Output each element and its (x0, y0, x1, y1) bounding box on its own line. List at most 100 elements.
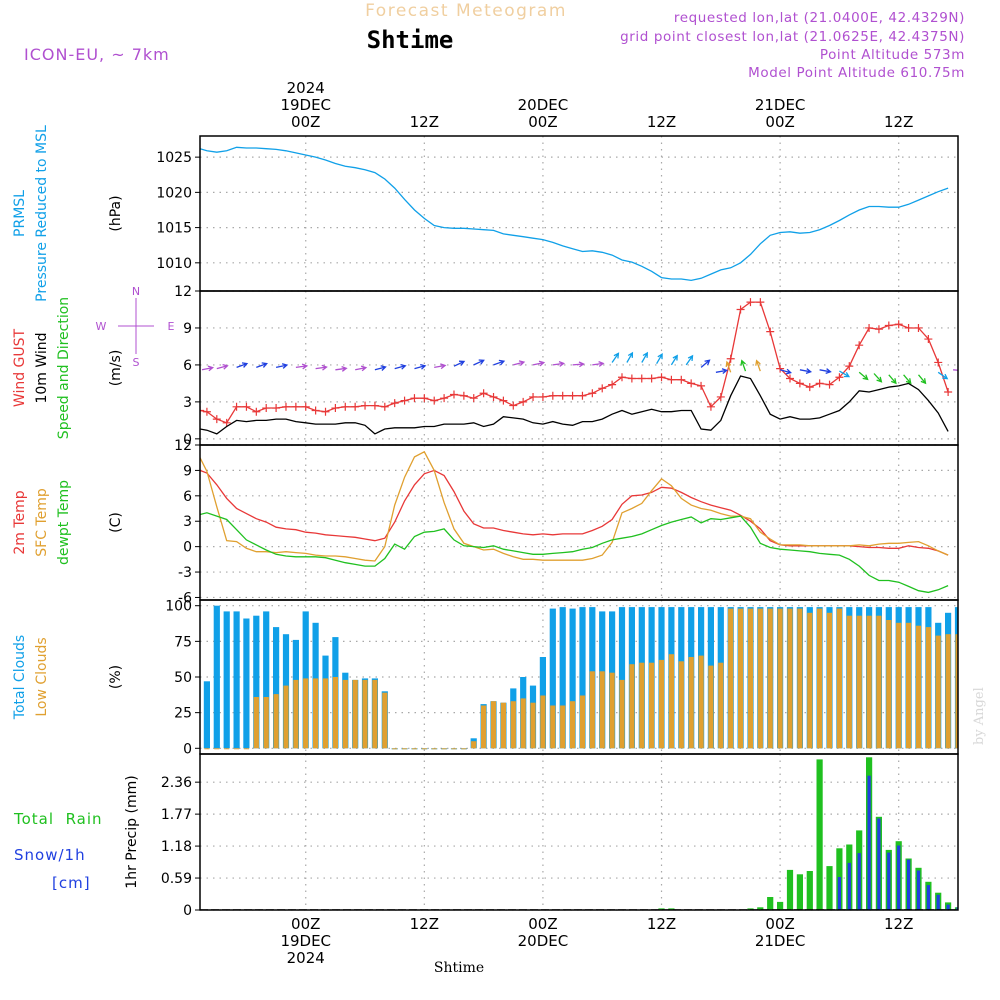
bar-low-clouds (856, 615, 862, 749)
wind-direction-arrow (779, 368, 792, 375)
bar-low-clouds (965, 637, 970, 748)
gust-marker (538, 392, 547, 401)
panel-title-precip-0: Total Rain (13, 810, 103, 828)
bar-low-clouds (846, 615, 852, 749)
bar-snow-1h (897, 845, 901, 910)
bar-snow-1h (976, 901, 979, 910)
y-axis-label-wind: (m/s) (108, 350, 124, 387)
wind-direction-arrow (918, 374, 927, 385)
bar-low-clouds (629, 664, 635, 749)
gust-marker (934, 358, 943, 367)
series-line-sfc-temp (200, 450, 949, 562)
gust-marker (519, 397, 528, 406)
bar-snow-1h (966, 900, 969, 910)
y-tick-label: -3 (178, 565, 192, 581)
product-title: Forecast Meteogram (365, 1, 567, 21)
bar-low-clouds (579, 695, 586, 749)
watermark: by Angel (972, 687, 987, 745)
gust-marker (884, 321, 893, 330)
gust-marker (200, 406, 204, 415)
panel-title-temperature-2: dewpt Temp (56, 480, 72, 565)
gust-marker (291, 402, 300, 411)
gust-marker (687, 379, 696, 388)
gust-marker (944, 388, 953, 397)
gust-marker (440, 394, 449, 403)
gust-marker (430, 396, 439, 405)
wind-direction-arrow (513, 360, 526, 366)
wind-direction-arrow (201, 365, 215, 372)
top-time-label: 20DEC (518, 96, 569, 114)
panel-title-clouds-0: Total Clouds (12, 635, 28, 720)
wind-direction-arrow (903, 374, 912, 385)
panel-title-wind-2: Speed and Direction (56, 297, 72, 439)
gust-marker (479, 389, 488, 398)
bar-low-clouds (273, 694, 279, 749)
bottom-time-label: 12Z (884, 915, 913, 933)
bar-low-clouds (915, 625, 922, 749)
gust-marker (914, 323, 923, 332)
y-axis-label-precip: 1hr Precip (mm) (124, 775, 140, 888)
bar-total-rain (826, 866, 833, 910)
series-line-wind-gust (200, 301, 949, 424)
bar-low-clouds (322, 678, 329, 749)
bar-snow-1h (946, 904, 950, 910)
y-tick-label: -6 (178, 590, 192, 606)
top-time-label: 12Z (884, 113, 913, 131)
wind-direction-arrow (755, 359, 761, 372)
bar-total-clouds (213, 605, 220, 749)
panel-title-temperature-0: 2m Temp (12, 490, 28, 554)
bottom-time-label: 19DEC (280, 932, 331, 950)
bar-snow-1h (887, 852, 891, 910)
bar-low-clouds (876, 615, 882, 749)
bar-total-rain (975, 899, 981, 910)
wind-direction-arrow (937, 371, 949, 380)
y-tick-label: 1025 (156, 150, 192, 166)
wind-direction-arrow (611, 352, 620, 363)
panel-plot-precip (200, 757, 981, 910)
gust-marker (677, 375, 686, 384)
wind-compass: N S W E (96, 285, 175, 369)
panel-frame-temperature (199, 444, 959, 601)
top-time-label: 19DEC (280, 96, 331, 114)
bar-low-clouds (698, 655, 704, 749)
bar-low-clouds (313, 678, 319, 749)
bar-low-clouds (767, 608, 773, 749)
y-tick-label: 25 (174, 706, 192, 722)
gust-marker (242, 402, 251, 411)
gust-marker (746, 298, 755, 307)
compass-w: W (96, 320, 107, 333)
bar-low-clouds (540, 695, 546, 749)
panel-frame-pressure (199, 135, 959, 292)
gust-marker (232, 402, 241, 411)
bar-low-clouds (738, 608, 744, 749)
bar-snow-1h (936, 894, 940, 910)
top-time-label: 21DEC (755, 96, 806, 114)
bar-low-clouds (777, 608, 783, 749)
gust-marker (489, 392, 498, 401)
y-tick-label: 0 (183, 903, 192, 919)
wind-direction-arrow (453, 360, 466, 367)
wind-direction-arrow (700, 359, 711, 368)
gust-marker (657, 373, 666, 382)
gust-marker (805, 383, 814, 392)
gust-marker (766, 327, 775, 336)
gust-marker (351, 402, 360, 411)
gust-marker (252, 407, 261, 416)
bar-low-clouds (797, 608, 803, 749)
bar-low-clouds (500, 702, 506, 749)
bar-low-clouds (925, 627, 931, 749)
y-tick-label: 75 (174, 634, 192, 650)
bar-total-clouds (569, 608, 576, 749)
bar-low-clouds (807, 612, 813, 749)
series-line-prmsl (200, 146, 949, 282)
bar-low-clouds (747, 608, 754, 749)
wind-direction-arrow (740, 359, 747, 372)
bar-low-clouds (283, 685, 289, 749)
panel-title-wind-1: 10m Wind (34, 332, 50, 403)
gust-marker (627, 374, 636, 383)
gust-marker (281, 402, 290, 411)
y-axis-label-clouds: (%) (108, 665, 124, 689)
y-axis-label-temperature: (C) (108, 512, 124, 533)
compass-s: S (133, 356, 140, 369)
